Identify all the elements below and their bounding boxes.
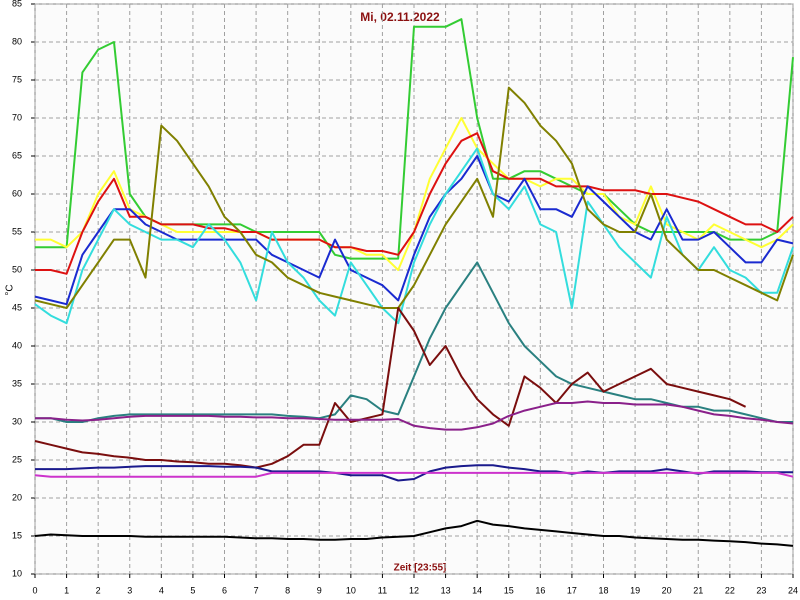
x-tick-label: 24: [788, 585, 798, 595]
x-tick-label: 21: [693, 585, 703, 595]
lines: [34, 18, 794, 547]
x-tick-label: 0: [32, 585, 37, 595]
x-tick-label: 6: [222, 585, 227, 595]
y-tick-label: 50: [12, 264, 22, 274]
series-line: [34, 147, 794, 325]
series-line: [35, 464, 793, 482]
series-line: [34, 519, 794, 547]
y-tick-label: 40: [12, 340, 22, 350]
grid: [31, 3, 794, 578]
x-axis-label: Zeit [23:55]: [394, 563, 447, 574]
y-tick-label: 85: [12, 0, 22, 8]
chart-title: Mi, 02.11.2022: [360, 10, 440, 24]
x-tick-label: 16: [535, 585, 545, 595]
x-tick-label: 19: [630, 585, 640, 595]
y-tick-label: 70: [12, 112, 22, 122]
x-tick-label: 17: [567, 585, 577, 595]
y-tick-label: 30: [12, 416, 22, 426]
y-tick-label: 20: [12, 492, 22, 502]
series-line: [34, 155, 794, 306]
y-tick-label: 25: [12, 454, 22, 464]
series-line: [34, 86, 794, 309]
x-tick-label: 14: [472, 585, 482, 595]
y-tick-label: 65: [12, 150, 22, 160]
x-tick-label: 12: [409, 585, 419, 595]
x-tick-label: 20: [662, 585, 672, 595]
y-tick-label: 45: [12, 302, 22, 312]
x-tick-label: 9: [317, 585, 322, 595]
x-tick-label: 4: [159, 585, 164, 595]
x-tick-label: 18: [598, 585, 608, 595]
y-tick-label: 55: [12, 226, 22, 236]
x-tick-label: 3: [127, 585, 132, 595]
x-tick-label: 1: [64, 585, 69, 595]
x-tick-label: 2: [96, 585, 101, 595]
x-tick-label: 8: [285, 585, 290, 595]
x-tick-label: 23: [756, 585, 766, 595]
x-tick-label: 13: [441, 585, 451, 595]
x-tick-label: 5: [190, 585, 195, 595]
series-line: [35, 400, 794, 431]
x-tick-label: 7: [254, 585, 259, 595]
y-tick-label: 15: [12, 530, 22, 540]
x-tick-label: 22: [725, 585, 735, 595]
y-tick-label: 75: [12, 74, 22, 84]
x-tick-label: 15: [504, 585, 514, 595]
series-line: [35, 261, 793, 423]
x-tick-label: 10: [346, 585, 356, 595]
y-tick-label: 60: [12, 188, 22, 198]
y-tick-label: 80: [12, 36, 22, 46]
series-line: [35, 132, 794, 275]
y-axis-label: °C: [5, 284, 16, 295]
y-tick-label: 35: [12, 378, 22, 388]
series-line: [34, 307, 747, 469]
series-line: [34, 471, 794, 478]
x-tick-label: 11: [378, 585, 387, 595]
y-tick-label: 10: [12, 568, 22, 578]
